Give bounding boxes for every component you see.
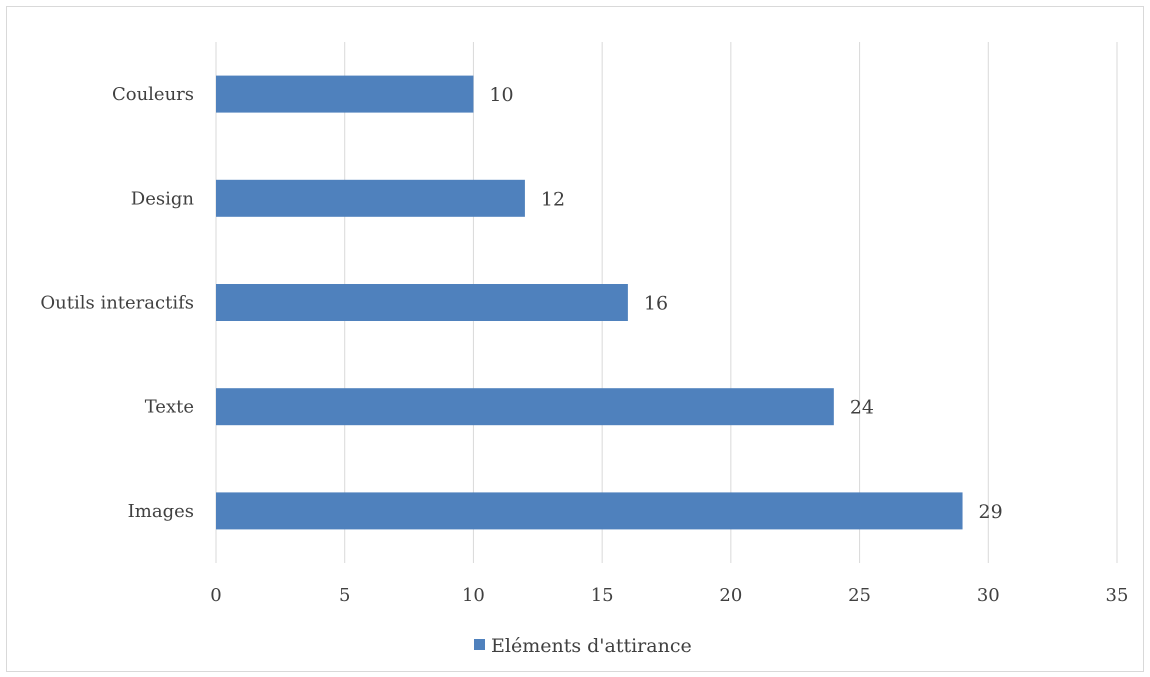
category-label: Texte bbox=[145, 397, 194, 418]
bar bbox=[216, 284, 628, 321]
category-label: Design bbox=[131, 188, 195, 209]
x-tick-label: 35 bbox=[1106, 585, 1129, 606]
bar bbox=[216, 179, 525, 217]
data-label: 24 bbox=[850, 397, 874, 419]
data-labels: 10 12 16 24 29 bbox=[489, 84, 1002, 523]
bar bbox=[216, 75, 474, 113]
legend-label: Eléments d'attirance bbox=[491, 635, 692, 657]
x-tick-label: 15 bbox=[591, 585, 614, 606]
category-label: Outils interactifs bbox=[40, 293, 194, 314]
x-tick-label: 5 bbox=[339, 585, 350, 606]
chart-frame bbox=[6, 6, 1144, 672]
legend-swatch bbox=[474, 639, 485, 650]
data-label: 10 bbox=[489, 84, 513, 106]
x-tick-label: 10 bbox=[462, 585, 485, 606]
bar-series bbox=[216, 75, 963, 530]
category-label: Couleurs bbox=[112, 84, 194, 105]
legend: Eléments d'attirance bbox=[474, 635, 692, 657]
data-label: 29 bbox=[979, 501, 1003, 523]
category-labels: Couleurs Design Outils interactifs Texte Ima… bbox=[40, 84, 194, 522]
grid-lines bbox=[215, 42, 1118, 563]
x-tick-labels: 0 5 10 15 20 25 30 35 bbox=[210, 585, 1128, 606]
x-tick-label: 30 bbox=[977, 585, 1000, 606]
category-label: Images bbox=[128, 501, 194, 522]
bar bbox=[216, 388, 834, 426]
bar bbox=[216, 492, 963, 530]
data-label: 12 bbox=[541, 188, 565, 210]
x-tick-label: 25 bbox=[848, 585, 871, 606]
x-tick-label: 20 bbox=[719, 585, 742, 606]
x-tick-label: 0 bbox=[210, 585, 221, 606]
data-label: 16 bbox=[644, 293, 668, 315]
